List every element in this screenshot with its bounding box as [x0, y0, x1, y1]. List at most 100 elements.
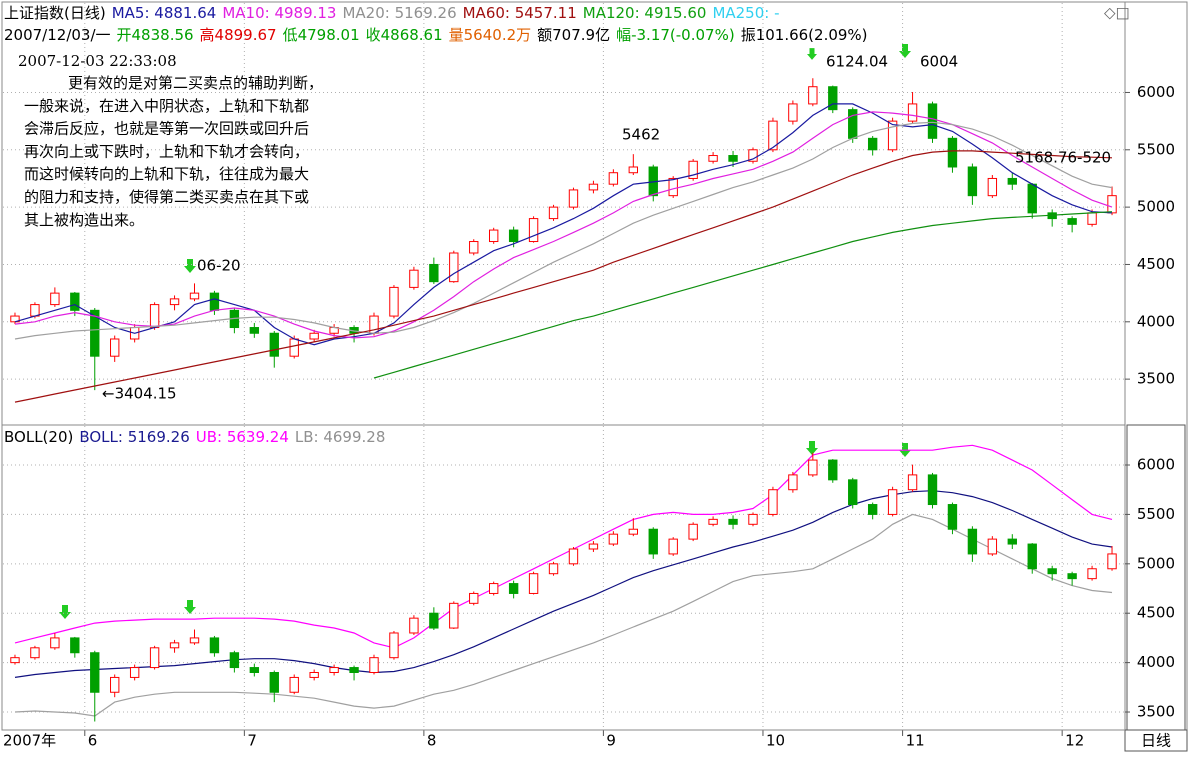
header-item: 开4838.56 [117, 26, 194, 44]
annotation: 5462 [622, 126, 660, 144]
period-box[interactable] [1124, 729, 1188, 752]
y-tick-label: 4000 [1137, 653, 1175, 671]
candle-body [229, 652, 240, 669]
candle-body [169, 298, 180, 306]
candle-body [907, 103, 918, 122]
candle-body [568, 548, 579, 565]
candle-body [967, 166, 978, 197]
candle-body [409, 617, 419, 634]
commentary-line: 再次向上或下跌时，上轨和下轨才会转向， [24, 142, 309, 160]
candle-body [927, 103, 938, 139]
candle-body [688, 523, 698, 540]
commentary-line: 其上被构造出来。 [24, 211, 144, 229]
indicator-line [373, 211, 1113, 379]
candle-body [947, 504, 958, 530]
candle-body [548, 563, 559, 575]
window-controls[interactable]: ◇□ [1104, 4, 1130, 22]
candle-body [189, 292, 200, 300]
header-item: MA10: 4989.13 [222, 4, 336, 22]
candle-body [628, 528, 639, 535]
candle-body [488, 229, 499, 243]
candle-body [1107, 553, 1117, 570]
candle-body [50, 292, 60, 306]
candle-body [469, 241, 479, 254]
candle-body [748, 149, 758, 162]
header-item: UB: 5639.24 [196, 428, 289, 446]
annotation: 06-20 [197, 257, 241, 275]
y-tick-label: 4000 [1137, 312, 1175, 330]
candle-body [209, 292, 220, 311]
panel-1: 3500 4000 4500 5000 5500 6000 BOLL(20) BOLL: 51… [3, 426, 1175, 730]
candle-body [528, 218, 539, 243]
candle-body [329, 667, 339, 673]
header-item: 振101.66(2.09%) [741, 26, 868, 44]
candle-body [50, 637, 60, 649]
y-tick-label: 4500 [1137, 604, 1175, 622]
candle-body [788, 474, 798, 491]
candle-body [149, 304, 160, 329]
indicator-line [14, 111, 1113, 339]
y-tick-label: 6000 [1137, 456, 1175, 474]
commentary-line: 而这时候转向的上轨和下轨，往往成为最大 [24, 165, 309, 183]
x-tick-label: 11 [906, 732, 925, 750]
y-tick-label: 5500 [1137, 140, 1175, 158]
candle-body [568, 189, 579, 208]
x-axis-year: 2007年 [3, 732, 56, 750]
candle-body [768, 120, 778, 151]
header-item: 上证指数(日线) [4, 4, 106, 22]
candle-body [927, 474, 938, 506]
candle-body [1007, 177, 1017, 185]
candle-body [90, 652, 100, 693]
header-item: LB: 4699.28 [295, 428, 386, 446]
y-tick-label: 6000 [1137, 83, 1175, 101]
candle-body [10, 657, 20, 664]
header-item: 高4899.67 [200, 26, 277, 44]
candle-body [528, 573, 539, 594]
candle-body [488, 583, 499, 594]
candle-body [1007, 538, 1017, 545]
candle-body [728, 518, 738, 525]
candle-body [1087, 568, 1097, 580]
candle-body [887, 120, 898, 151]
candle-body [409, 269, 419, 288]
candle-body [209, 637, 220, 654]
candle-body [469, 592, 479, 604]
candle-body [887, 489, 898, 515]
period-label[interactable]: 日线 [1141, 732, 1171, 750]
candle-body [369, 657, 379, 673]
candle-body [289, 338, 299, 357]
candle-body [628, 166, 639, 174]
x-tick-label: 10 [766, 732, 785, 750]
candle-body [70, 292, 80, 311]
header-item: 2007/12/03/一 [4, 26, 111, 44]
candle-body [867, 137, 878, 151]
annotation: ←3404.15 [102, 385, 177, 403]
candle-body [269, 332, 279, 357]
commentary-line: 的阻力和支持，使得第二类买卖点在其下或 [24, 188, 309, 206]
indicator-line [14, 121, 1113, 340]
annotation: 6124.04 [826, 53, 888, 71]
candle-body [30, 304, 40, 317]
candle-body [269, 671, 279, 693]
header-item: 额707.9亿 [537, 26, 610, 44]
candle-body [1107, 195, 1117, 214]
header-item: BOLL(20) [4, 428, 73, 446]
candle-body [588, 543, 599, 550]
candle-body [249, 667, 260, 673]
header-item: MA250: - [712, 4, 779, 22]
candle-body [30, 647, 40, 659]
header-item: MA20: 5169.26 [342, 4, 456, 22]
candle-body [429, 612, 439, 629]
candle-body [688, 160, 698, 179]
indicator-line [14, 103, 1113, 346]
commentary-line: 一般来说，在进入中阴状态，上轨和下轨都 [24, 97, 309, 115]
candle-body [947, 137, 958, 168]
candle-body [788, 103, 798, 122]
candle-body [907, 474, 918, 491]
y-tick-label: 5500 [1137, 505, 1175, 523]
candle-body [508, 583, 519, 594]
candle-body [708, 518, 718, 525]
header-line: 上证指数(日线) MA5: 4881.64 MA10: 4989.13 MA20: 5… [4, 4, 780, 22]
candle-body [389, 286, 399, 317]
